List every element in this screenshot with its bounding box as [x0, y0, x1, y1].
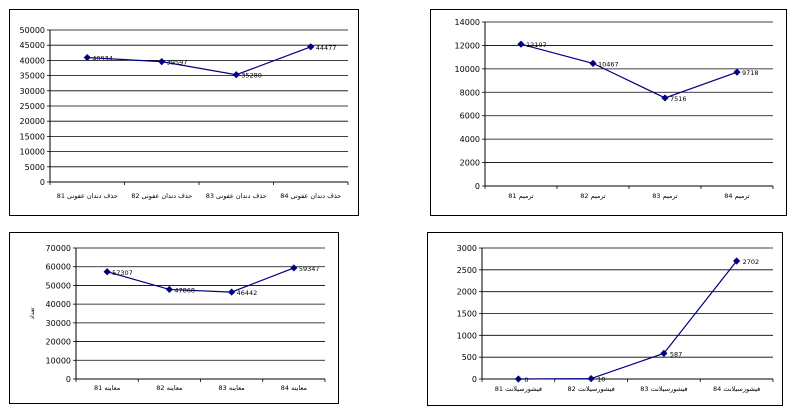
- data-point-marker: [307, 43, 315, 51]
- x-category-label: ترمیم 83: [652, 192, 678, 200]
- data-point-marker: [661, 94, 669, 102]
- data-point-marker: [83, 53, 91, 62]
- data-label: 10467: [598, 60, 619, 68]
- series-line: [87, 46, 311, 76]
- data-label: 44477: [316, 44, 337, 52]
- data-point-marker: [228, 288, 236, 296]
- data-point-marker: [733, 68, 741, 76]
- x-category-label: ترمیم 81: [508, 192, 534, 200]
- data-label: 10: [597, 376, 605, 384]
- y-tick-label: 50000: [20, 26, 45, 35]
- y-axis-label: تعداد: [29, 307, 36, 319]
- y-tick-label: 2500: [457, 266, 477, 275]
- x-category-label: ترمیم 82: [580, 192, 606, 200]
- y-tick-label: 20000: [20, 117, 45, 126]
- chart-svg-examination: 0 10000 20000 30000 40000 50000 60000 70000 معای…: [29, 244, 326, 392]
- data-point-marker: [517, 40, 525, 48]
- y-tick-label: 40000: [46, 300, 71, 309]
- data-point-marker: [158, 58, 166, 66]
- data-label: 40934: [92, 55, 113, 63]
- x-category-label: حذف دندان عفونی 82: [131, 192, 192, 200]
- data-point-marker: [290, 264, 298, 272]
- series-line: [518, 260, 738, 380]
- y-tick-label: 14000: [455, 18, 480, 27]
- y-tick-label: 8000: [460, 88, 480, 97]
- y-tick-label: 30000: [46, 319, 71, 328]
- x-category-label: حذف دندان عفونی 83: [206, 192, 267, 200]
- data-label: 46442: [237, 289, 258, 297]
- x-category-label: معاینه 83: [219, 384, 245, 392]
- x-category-label: فیشورسیلانت 83: [640, 385, 687, 393]
- data-point-marker: [514, 375, 522, 383]
- data-label: 59347: [299, 265, 320, 273]
- x-category-label: معاینه 82: [156, 384, 182, 392]
- x-category-label: حذف دندان عفونی 81: [57, 192, 118, 200]
- y-tick-label: 45000: [20, 41, 45, 50]
- y-tick-label: 0: [475, 182, 480, 191]
- y-tick-label: 30000: [20, 87, 45, 96]
- y-tick-label: 1000: [457, 331, 477, 340]
- y-tick-label: 2000: [460, 159, 480, 168]
- y-tick-label: 10000: [46, 356, 71, 365]
- chart-svg-tooth-extraction: 0 5000 10000 15000 20000 25000 30000 35000 40000…: [20, 26, 349, 200]
- y-tick-label: 35000: [20, 72, 45, 81]
- data-point-marker: [587, 374, 595, 383]
- chart-panel-fissure-sealant: 0 500 1000 1500 2000 2500 3000 فیشورسیلانت 81 فی…: [427, 232, 783, 406]
- y-tick-label: 12000: [455, 41, 480, 50]
- chart-panel-examination: 0 10000 20000 30000 40000 50000 60000 70000 معای…: [9, 232, 339, 404]
- series-line: [106, 267, 295, 293]
- y-tick-label: 70000: [46, 244, 71, 253]
- data-point-marker: [103, 268, 111, 276]
- y-tick-label: 2000: [457, 288, 477, 297]
- data-label: 12107: [526, 41, 547, 49]
- data-point-marker: [660, 349, 668, 357]
- x-category-label: حذف دندان عفونی 84: [280, 192, 341, 200]
- y-tick-label: 10000: [455, 65, 480, 74]
- data-point-marker: [165, 285, 173, 294]
- data-label: 587: [670, 350, 682, 358]
- chart-svg-restoration: 0 2000 4000 6000 8000 10000 12000 14000 ترمیم 81…: [455, 18, 774, 200]
- chart-panel-tooth-extraction: 0 5000 10000 15000 20000 25000 30000 35000 40000…: [9, 9, 359, 216]
- data-label: 57307: [112, 269, 133, 277]
- y-tick-label: 15000: [20, 132, 45, 141]
- y-tick-label: 3000: [457, 244, 477, 253]
- y-tick-label: 0: [66, 375, 71, 384]
- y-tick-label: 5000: [25, 163, 45, 172]
- y-tick-label: 0: [40, 178, 45, 187]
- chart-svg-fissure-sealant: 0 500 1000 1500 2000 2500 3000 فیشورسیلانت 81 فی…: [457, 244, 774, 393]
- y-tick-label: 6000: [460, 112, 480, 121]
- data-label: 0: [524, 376, 528, 384]
- data-label: 35280: [241, 72, 262, 80]
- data-point-marker: [232, 71, 240, 79]
- data-label: 7516: [670, 95, 687, 103]
- data-label: 39597: [167, 59, 188, 67]
- y-tick-label: 60000: [46, 263, 71, 272]
- y-tick-label: 10000: [20, 148, 45, 157]
- data-label: 47868: [174, 286, 195, 294]
- y-tick-label: 40000: [20, 56, 45, 65]
- y-tick-label: 0: [472, 375, 477, 384]
- y-tick-label: 20000: [46, 338, 71, 347]
- x-category-label: فیشورسیلانت 84: [713, 385, 760, 393]
- y-tick-label: 1500: [457, 310, 477, 319]
- x-category-label: فیشورسیلانت 82: [568, 385, 615, 393]
- x-category-label: معاینه 81: [94, 384, 120, 392]
- data-label: 9718: [742, 69, 759, 77]
- x-category-label: ترمیم 84: [724, 192, 750, 200]
- series-line: [520, 43, 738, 99]
- chart-panel-restoration: 0 2000 4000 6000 8000 10000 12000 14000 ترمیم 81…: [430, 9, 787, 216]
- y-tick-label: 25000: [20, 102, 45, 111]
- x-category-label: فیشورسیلانت 81: [495, 385, 542, 393]
- y-tick-label: 500: [462, 353, 477, 362]
- x-category-label: معاینه 84: [281, 384, 307, 392]
- data-point-marker: [589, 59, 597, 67]
- y-tick-label: 4000: [460, 135, 480, 144]
- y-tick-label: 50000: [46, 281, 71, 290]
- data-label: 2702: [743, 258, 760, 266]
